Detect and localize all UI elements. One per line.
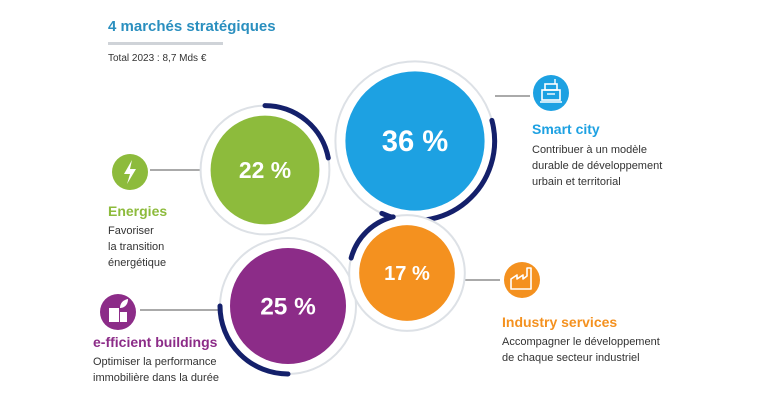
- segment-name-efficient-buildings: e-fficient buildings: [93, 334, 218, 350]
- segment-buildings: 25 %: [100, 237, 357, 377]
- segment-name-smart-city: Smart city: [532, 121, 600, 137]
- share-arc-energies: [262, 103, 331, 161]
- chart-subtitle-total: Total 2023 : 8,7 Mds €: [108, 53, 207, 64]
- desc-line: de chaque secteur industriel: [502, 352, 640, 364]
- desc-line: immobilière dans la durée: [93, 372, 219, 384]
- segment-desc-industry-services: Accompagner le développement de chaque s…: [502, 334, 660, 366]
- share-arc-industry: [348, 214, 396, 261]
- share-circle-smart: [345, 71, 485, 211]
- segment-desc-efficient-buildings: Optimiser la performance immobilière dan…: [93, 354, 219, 386]
- title-underline: [108, 42, 223, 45]
- building-top: [544, 83, 558, 91]
- tower-left: [109, 308, 119, 322]
- segment-smart: 36 %: [334, 60, 569, 224]
- desc-line: la transition: [108, 241, 165, 253]
- share-arc-buildings: [217, 303, 291, 377]
- segment-industry: 17 %: [348, 214, 540, 332]
- lightning-icon: [112, 154, 148, 190]
- value-label-energies: 22 %: [239, 157, 291, 183]
- chart-title: 4 marchés stratégiques: [108, 18, 276, 35]
- icon-badge: [504, 262, 540, 298]
- desc-line: durable de développement: [532, 160, 663, 172]
- value-label-industry: 17 %: [384, 263, 430, 285]
- desc-line: énergétique: [108, 257, 167, 269]
- segment-name-energies: Energies: [108, 203, 168, 219]
- leaf-shape: [120, 299, 128, 308]
- building-icon: [533, 75, 569, 111]
- share-circle-buildings: [230, 248, 346, 364]
- tower-right: [120, 312, 127, 322]
- segment-energies: 22 %: [112, 103, 331, 236]
- icon-badge: [533, 75, 569, 111]
- lightning-shape: [124, 160, 136, 184]
- segment-desc-smart-city: Contribuer à un modèle durable de dévelo…: [532, 142, 662, 190]
- segment-desc-energies: Favoriser la transition énergétique: [108, 223, 166, 271]
- share-circle-industry: [359, 225, 455, 321]
- factory-shape: [510, 267, 532, 290]
- value-label-smart: 36 %: [382, 126, 449, 158]
- desc-line: urbain et territorial: [532, 176, 621, 188]
- segment-name-industry-services: Industry services: [502, 314, 618, 330]
- factory-icon: [504, 262, 540, 298]
- city-leaf-icon: [100, 294, 136, 330]
- share-circle-energies: [210, 115, 320, 225]
- desc-line: Accompagner le développement: [502, 336, 660, 348]
- value-label-buildings: 25 %: [260, 294, 316, 321]
- desc-line: Favoriser: [108, 225, 154, 237]
- desc-line: Optimiser la performance: [93, 356, 217, 368]
- desc-line: Contribuer à un modèle: [532, 144, 647, 156]
